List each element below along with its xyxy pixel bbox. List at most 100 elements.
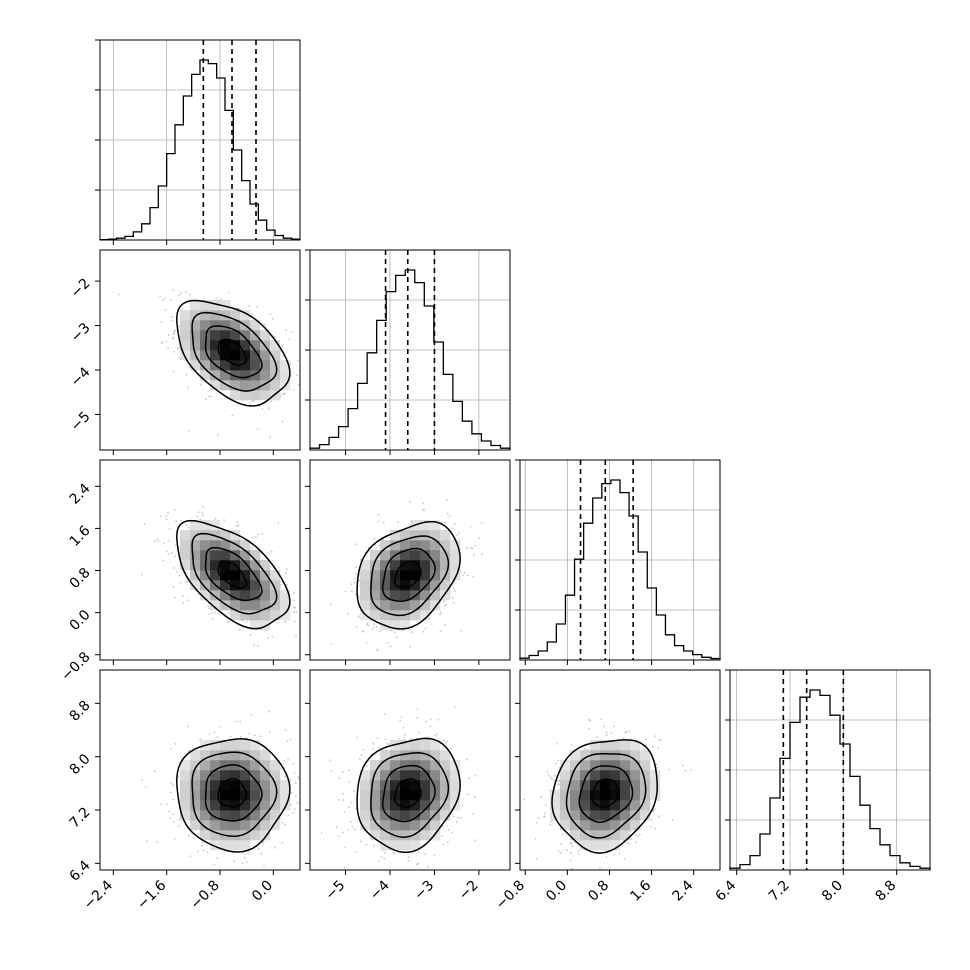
density-cell xyxy=(180,790,191,801)
scatter-point xyxy=(202,849,205,852)
scatter-point xyxy=(671,819,674,821)
density-cell xyxy=(230,340,241,351)
density-cell xyxy=(260,390,271,401)
density-cell xyxy=(200,770,211,781)
scatter-point xyxy=(199,738,202,741)
y-tick-label: −0.8 xyxy=(58,649,93,684)
density-cell xyxy=(260,330,271,341)
density-cell xyxy=(650,790,661,801)
density-cell xyxy=(190,520,201,531)
scatter-point xyxy=(160,342,163,344)
scatter-point xyxy=(213,731,216,734)
density-cell xyxy=(260,610,271,621)
scatter-point xyxy=(172,798,175,801)
scatter-point xyxy=(182,602,185,604)
density-cell xyxy=(230,740,241,751)
density-cell xyxy=(240,610,251,621)
scatter-point xyxy=(178,325,181,327)
scatter-point xyxy=(472,813,474,815)
density-cell xyxy=(410,740,421,751)
contour-lines xyxy=(176,519,291,630)
density-cell xyxy=(630,750,641,761)
scatter-point xyxy=(338,777,341,780)
density-cell xyxy=(380,600,391,611)
scatter-point xyxy=(277,522,280,525)
scatter-point xyxy=(384,852,386,855)
scatter-point xyxy=(235,720,238,723)
density-cell xyxy=(450,780,461,791)
density-cell xyxy=(250,370,261,381)
density-cell xyxy=(560,770,571,781)
scatter-point xyxy=(354,828,356,831)
density-cell xyxy=(190,550,201,561)
scatter-point xyxy=(172,336,175,339)
density-cell xyxy=(210,770,221,781)
density-cell xyxy=(370,760,381,771)
histogram-step xyxy=(729,689,931,870)
scatter-point xyxy=(578,840,580,843)
density-cell xyxy=(360,780,371,791)
scatter-point xyxy=(470,547,473,549)
density-cell xyxy=(400,540,411,551)
scatter-point xyxy=(261,844,264,847)
scatter-panel-1-0 xyxy=(95,249,301,455)
density-cell xyxy=(590,840,601,851)
scatter-point xyxy=(208,733,211,736)
scatter-point xyxy=(294,606,296,609)
scatter-point xyxy=(447,841,449,844)
scatter-point xyxy=(422,630,424,633)
scatter-point xyxy=(362,630,365,633)
scatter-point xyxy=(208,607,211,610)
scatter-point xyxy=(259,735,262,738)
density-cell xyxy=(240,590,251,601)
density-cell xyxy=(210,540,221,551)
scatter-point xyxy=(251,312,253,315)
scatter-point xyxy=(216,857,218,859)
scatter-point xyxy=(187,835,190,837)
density-cell xyxy=(590,810,601,821)
scatter-point xyxy=(366,623,369,626)
density-cell xyxy=(180,560,191,571)
density-cell xyxy=(400,800,411,811)
density-cell xyxy=(570,780,581,791)
scatter-point xyxy=(454,590,456,592)
scatter-point xyxy=(474,839,476,841)
scatter-point xyxy=(549,823,552,826)
scatter-point xyxy=(392,851,395,854)
scatter-point xyxy=(241,862,244,865)
density-cell xyxy=(400,840,411,851)
density-cell xyxy=(240,570,251,581)
scatter-point xyxy=(291,330,294,333)
density-cell xyxy=(230,350,241,361)
scatter-point xyxy=(372,626,375,629)
density-cell xyxy=(260,600,271,611)
scatter-point xyxy=(373,537,376,540)
scatter-point xyxy=(422,502,425,505)
scatter-point xyxy=(360,558,362,561)
density-cell xyxy=(240,360,251,371)
scatter-point xyxy=(169,816,172,819)
scatter-point xyxy=(160,803,163,806)
density-cell xyxy=(180,320,191,331)
density-cell xyxy=(260,380,271,391)
scatter-point xyxy=(267,637,269,639)
scatter-point xyxy=(342,831,345,834)
density-cell xyxy=(260,820,271,831)
scatter-point xyxy=(635,833,637,836)
density-cell xyxy=(420,780,431,791)
scatter-point xyxy=(418,731,421,734)
x-tick-label: −2.4 xyxy=(81,877,116,912)
scatter-point xyxy=(407,856,410,859)
scatter-point xyxy=(268,407,271,409)
density-cell xyxy=(270,610,281,621)
panel-frame xyxy=(99,459,301,661)
scatter-point xyxy=(257,644,259,647)
scatter-point xyxy=(165,514,167,517)
panel-frame xyxy=(99,249,301,451)
contour-line xyxy=(191,311,278,392)
density-cell xyxy=(240,550,251,561)
y-tick-label: 0.8 xyxy=(67,565,94,592)
scatter-point xyxy=(176,571,178,573)
density-cell xyxy=(250,340,261,351)
scatter-point xyxy=(354,577,356,580)
